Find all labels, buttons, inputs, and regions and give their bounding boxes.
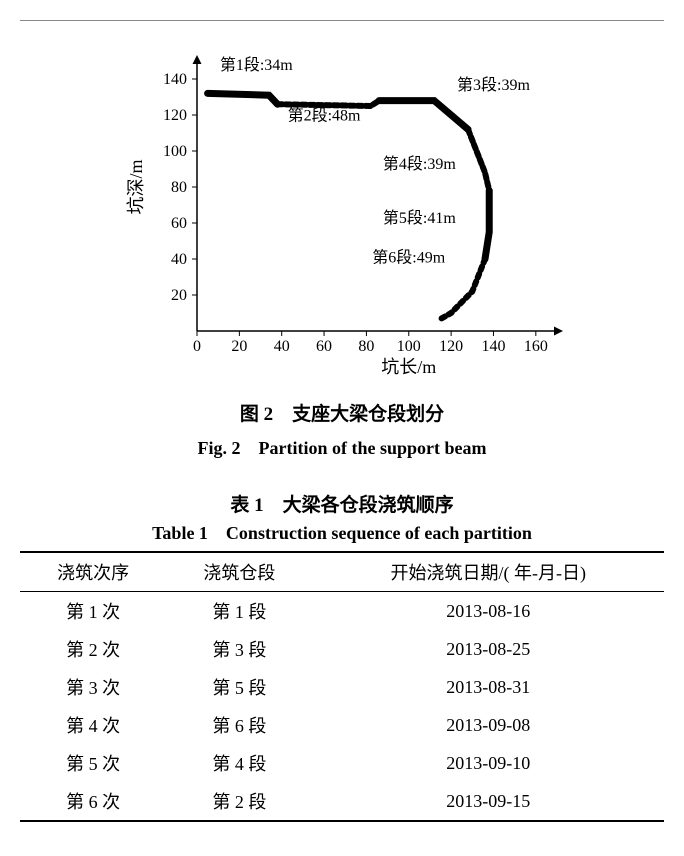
table-row: 第 5 次第 4 段2013-09-10 — [20, 744, 664, 782]
segment-6 — [438, 259, 485, 320]
col-date: 开始浇筑日期/( 年-月-日) — [313, 552, 665, 592]
svg-text:120: 120 — [439, 338, 463, 355]
col-order: 浇筑次序 — [20, 552, 166, 592]
figure-caption-en: Fig. 2 Partition of the support beam — [20, 434, 664, 460]
svg-text:140: 140 — [163, 71, 187, 88]
table-cell: 第 5 段 — [166, 668, 312, 706]
construction-sequence-table: 浇筑次序 浇筑仓段 开始浇筑日期/( 年-月-日) 第 1 次第 1 段2013… — [20, 551, 664, 822]
table-cell: 第 2 段 — [166, 782, 312, 821]
table-cell: 第 1 段 — [166, 592, 312, 631]
svg-text:60: 60 — [171, 215, 187, 232]
svg-text:20: 20 — [171, 287, 187, 304]
table-row: 第 1 次第 1 段2013-08-16 — [20, 592, 664, 631]
beam-partition-chart: 0 20 40 60 80 100 120 140 160 20 40 60 80 100 120 140 坑长… — [102, 31, 582, 381]
table-cell: 第 5 次 — [20, 744, 166, 782]
table-row: 第 2 次第 3 段2013-08-25 — [20, 630, 664, 668]
svg-text:60: 60 — [316, 338, 332, 355]
table-cell: 第 4 段 — [166, 744, 312, 782]
segment-label-1: 第1段:34m — [220, 56, 293, 74]
figure-2: 0 20 40 60 80 100 120 140 160 20 40 60 80 100 120 140 坑长… — [20, 31, 664, 460]
table-cell: 2013-09-15 — [313, 782, 665, 821]
segment-4 — [468, 129, 489, 190]
segment-label-4: 第4段:39m — [383, 155, 456, 173]
table-cell: 2013-08-16 — [313, 592, 665, 631]
svg-text:40: 40 — [274, 338, 290, 355]
table-cell: 第 1 次 — [20, 592, 166, 631]
table-cell: 2013-08-25 — [313, 630, 665, 668]
table-row: 第 3 次第 5 段2013-08-31 — [20, 668, 664, 706]
svg-text:140: 140 — [481, 338, 505, 355]
segment-label-5: 第5段:41m — [383, 209, 456, 227]
chart-wrap: 0 20 40 60 80 100 120 140 160 20 40 60 80 100 120 140 坑长… — [102, 31, 582, 381]
svg-text:0: 0 — [193, 338, 201, 355]
segment-2 — [277, 101, 379, 106]
svg-text:坑深/m: 坑深/m — [126, 159, 146, 214]
table-caption-cn: 表 1 大梁各仓段浇筑顺序 — [20, 490, 664, 517]
table-cell: 第 6 次 — [20, 782, 166, 821]
table-cell: 第 2 次 — [20, 630, 166, 668]
svg-text:80: 80 — [358, 338, 374, 355]
svg-text:坑长/m: 坑长/m — [381, 357, 436, 377]
svg-text:80: 80 — [171, 179, 187, 196]
col-partition: 浇筑仓段 — [166, 552, 312, 592]
svg-text:20: 20 — [231, 338, 247, 355]
svg-text:100: 100 — [163, 143, 187, 160]
segment-1 — [208, 93, 278, 104]
top-divider — [20, 20, 664, 21]
table-row: 第 6 次第 2 段2013-09-15 — [20, 782, 664, 821]
svg-text:40: 40 — [171, 251, 187, 268]
table-header-row: 浇筑次序 浇筑仓段 开始浇筑日期/( 年-月-日) — [20, 552, 664, 592]
table-cell: 第 4 次 — [20, 706, 166, 744]
segment-label-2: 第2段:48m — [288, 106, 361, 124]
table-cell: 第 6 段 — [166, 706, 312, 744]
table-row: 第 4 次第 6 段2013-09-08 — [20, 706, 664, 744]
table-cell: 第 3 段 — [166, 630, 312, 668]
segment-label-6: 第6段:49m — [372, 249, 445, 267]
segment-5 — [485, 191, 489, 259]
segment-3 — [379, 101, 468, 130]
figure-caption-cn: 图 2 支座大梁仓段划分 — [20, 398, 664, 432]
svg-text:100: 100 — [397, 338, 421, 355]
svg-text:120: 120 — [163, 107, 187, 124]
segment-label-3: 第3段:39m — [457, 76, 530, 94]
table-cell: 2013-09-08 — [313, 706, 665, 744]
svg-text:160: 160 — [524, 338, 548, 355]
table-cell: 2013-09-10 — [313, 744, 665, 782]
table-cell: 2013-08-31 — [313, 668, 665, 706]
table-cell: 第 3 次 — [20, 668, 166, 706]
table-caption-en: Table 1 Construction sequence of each pa… — [20, 519, 664, 545]
